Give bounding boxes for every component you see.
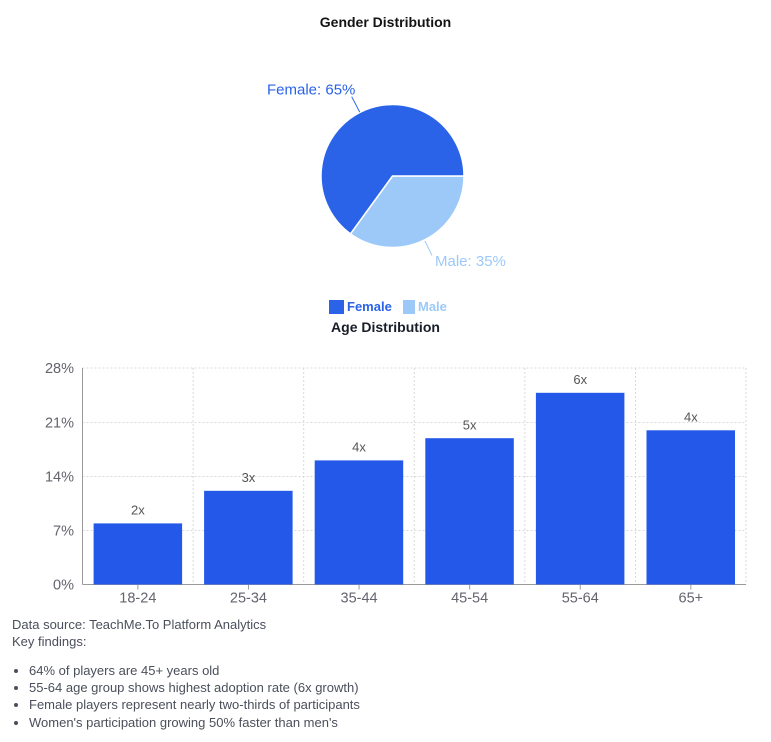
svg-text:6x: 6x xyxy=(573,372,587,387)
svg-text:5x: 5x xyxy=(463,418,477,433)
svg-text:4x: 4x xyxy=(684,410,698,425)
svg-text:2x: 2x xyxy=(131,503,145,518)
svg-text:0%: 0% xyxy=(53,578,74,594)
svg-text:25-34: 25-34 xyxy=(230,591,267,607)
svg-text:18-24: 18-24 xyxy=(119,591,156,607)
svg-text:55-64: 55-64 xyxy=(562,591,599,607)
svg-text:3x: 3x xyxy=(242,470,256,485)
svg-text:65+: 65+ xyxy=(679,591,704,607)
svg-text:45-54: 45-54 xyxy=(451,591,488,607)
svg-text:21%: 21% xyxy=(45,416,74,432)
svg-text:4x: 4x xyxy=(352,440,366,455)
svg-text:7%: 7% xyxy=(53,524,74,540)
svg-text:35-44: 35-44 xyxy=(341,591,378,607)
svg-text:28%: 28% xyxy=(45,361,74,377)
svg-text:14%: 14% xyxy=(45,470,74,486)
